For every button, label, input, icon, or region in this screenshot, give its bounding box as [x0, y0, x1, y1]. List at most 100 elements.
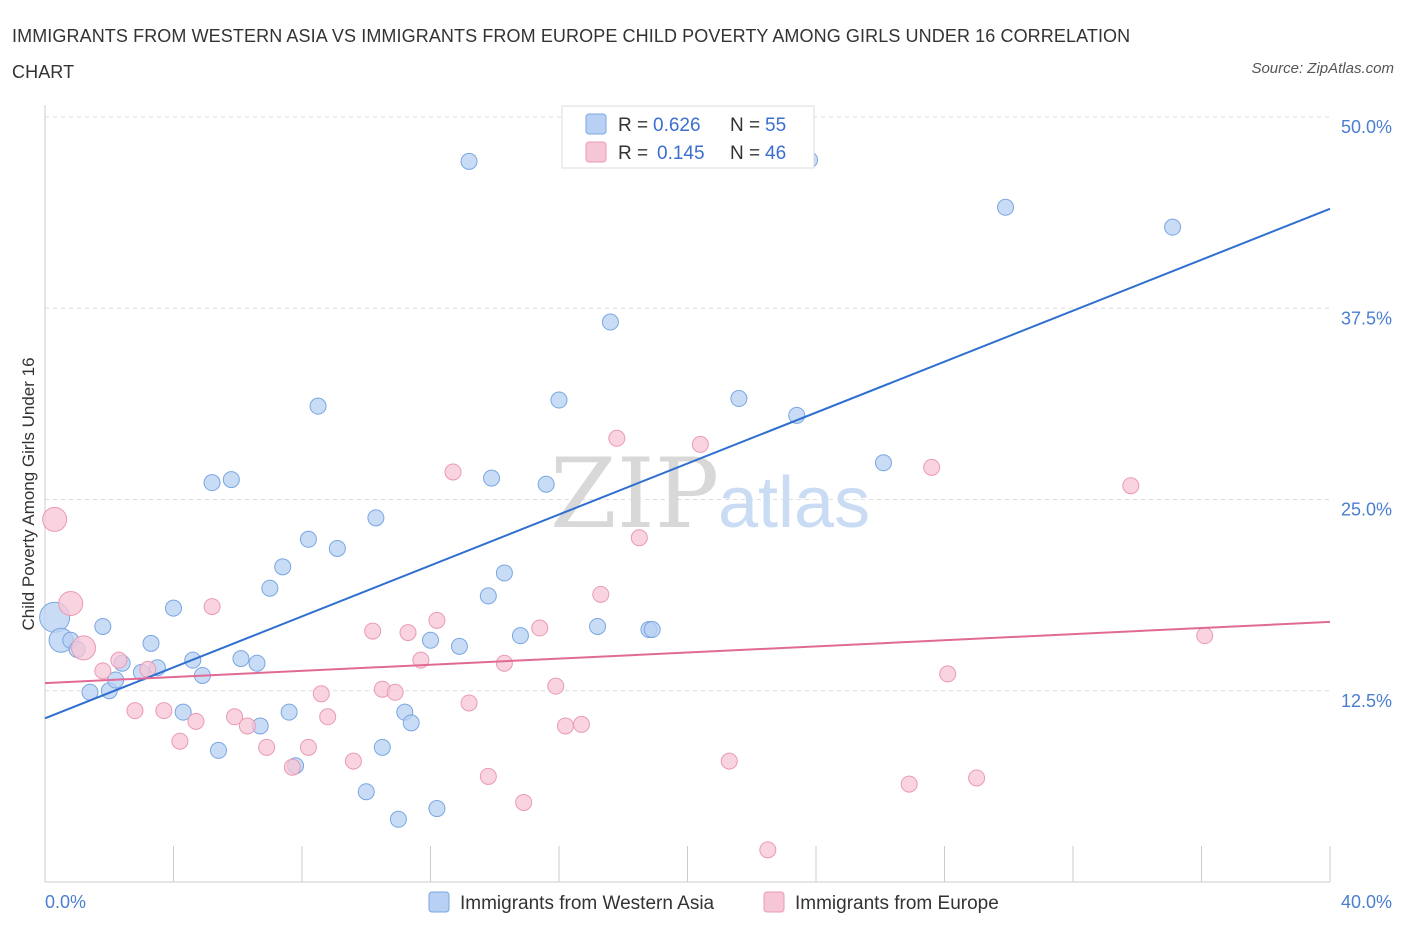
stats-legend: R = 0.626 N = 55 R = 0.145 N = 46 — [561, 105, 815, 169]
y-axis-label: Child Poverty Among Girls Under 16 — [19, 357, 38, 630]
point-europe — [344, 752, 362, 770]
y-tick-label: 50.0% — [1341, 117, 1392, 137]
point-europe — [923, 458, 941, 476]
point-western-asia — [601, 313, 619, 331]
legend-swatch-western-asia — [585, 113, 607, 135]
point-western-asia — [422, 631, 439, 649]
point-europe — [42, 506, 68, 532]
x-tick-label: 40.0% — [1341, 892, 1392, 912]
point-western-asia — [643, 621, 661, 639]
point-europe — [399, 624, 417, 642]
point-western-asia — [328, 539, 346, 557]
point-western-asia — [537, 475, 555, 493]
point-western-asia — [428, 800, 446, 818]
point-europe — [515, 793, 533, 811]
series-legend-europe: Immigrants from Europe — [795, 893, 999, 914]
point-europe — [592, 585, 610, 603]
series-western-asia — [39, 151, 1182, 828]
point-western-asia — [1164, 218, 1182, 236]
point-europe — [531, 619, 549, 637]
y-tick-label: 12.5% — [1341, 691, 1392, 711]
series-legend-western-asia: Immigrants from Western Asia — [460, 893, 715, 914]
y-tick-label: 25.0% — [1341, 500, 1392, 520]
x-tick-label: 0.0% — [45, 892, 86, 912]
series-legend: Immigrants from Western Asia Immigrants … — [428, 891, 999, 914]
point-western-asia — [997, 198, 1015, 216]
point-europe — [1122, 477, 1140, 495]
point-europe — [479, 767, 497, 785]
point-europe — [155, 702, 173, 720]
point-western-asia — [174, 703, 192, 721]
y-tick-label: 37.5% — [1341, 308, 1392, 328]
point-western-asia — [402, 714, 420, 732]
point-western-asia — [483, 469, 501, 487]
point-western-asia — [511, 627, 529, 645]
point-western-asia — [309, 397, 327, 415]
trend-lines — [44, 207, 1331, 720]
point-europe — [608, 429, 626, 447]
point-europe — [444, 463, 462, 481]
point-europe — [187, 712, 205, 730]
point-western-asia — [203, 474, 221, 492]
legend-r-label: R = — [618, 115, 648, 136]
legend-swatch-europe — [585, 141, 607, 163]
point-western-asia — [874, 454, 892, 472]
point-western-asia — [450, 637, 468, 655]
point-europe — [556, 717, 574, 735]
axes — [44, 105, 1331, 883]
point-europe — [110, 651, 128, 669]
point-europe — [428, 611, 446, 629]
point-europe — [968, 769, 986, 787]
legend-r-value: 0.145 — [657, 143, 705, 164]
point-europe — [495, 654, 513, 672]
point-western-asia — [142, 634, 160, 652]
watermark-atlas: atlas — [718, 463, 870, 543]
point-western-asia — [479, 587, 497, 605]
point-europe — [226, 708, 244, 726]
point-western-asia — [357, 783, 375, 801]
y-tick-labels: 12.5% 25.0% 37.5% 50.0% — [1341, 117, 1392, 711]
legend-n-label: N = — [730, 115, 760, 136]
point-europe — [630, 529, 648, 547]
point-western-asia — [299, 530, 317, 548]
point-western-asia — [367, 509, 385, 527]
series-legend-swatch-western-asia — [428, 891, 450, 913]
point-europe — [283, 758, 301, 776]
point-europe — [312, 685, 330, 703]
series-europe — [42, 429, 1214, 859]
point-western-asia — [550, 391, 568, 409]
point-europe — [759, 841, 777, 859]
gridlines — [45, 116, 1330, 692]
point-europe — [364, 622, 382, 640]
point-western-asia — [373, 738, 391, 756]
series-legend-swatch-europe — [763, 891, 785, 913]
chart-title: IMMIGRANTS FROM WESTERN ASIA VS IMMIGRAN… — [12, 26, 1131, 82]
point-europe — [900, 775, 918, 793]
point-europe — [939, 665, 957, 683]
point-europe — [171, 732, 189, 750]
point-europe — [58, 591, 84, 617]
legend-n-value: 55 — [765, 115, 786, 136]
point-western-asia — [261, 579, 279, 597]
point-western-asia — [495, 564, 513, 582]
point-europe — [71, 635, 97, 661]
point-europe — [238, 717, 256, 735]
point-western-asia — [248, 654, 266, 672]
legend-n-label: N = — [730, 143, 760, 164]
point-europe — [126, 702, 144, 720]
point-western-asia — [389, 810, 407, 828]
point-europe — [299, 738, 317, 756]
point-europe — [572, 715, 590, 733]
point-europe — [258, 738, 276, 756]
point-western-asia — [280, 703, 298, 721]
point-western-asia — [209, 741, 227, 759]
legend-r-value: 0.626 — [653, 115, 701, 136]
point-western-asia — [222, 471, 240, 489]
trend-line-western-asia — [44, 207, 1331, 720]
point-western-asia — [460, 152, 478, 170]
legend-n-value: 46 — [765, 143, 786, 164]
legend-r-label: R = — [618, 143, 648, 164]
point-western-asia — [730, 390, 748, 408]
point-europe — [460, 694, 478, 712]
